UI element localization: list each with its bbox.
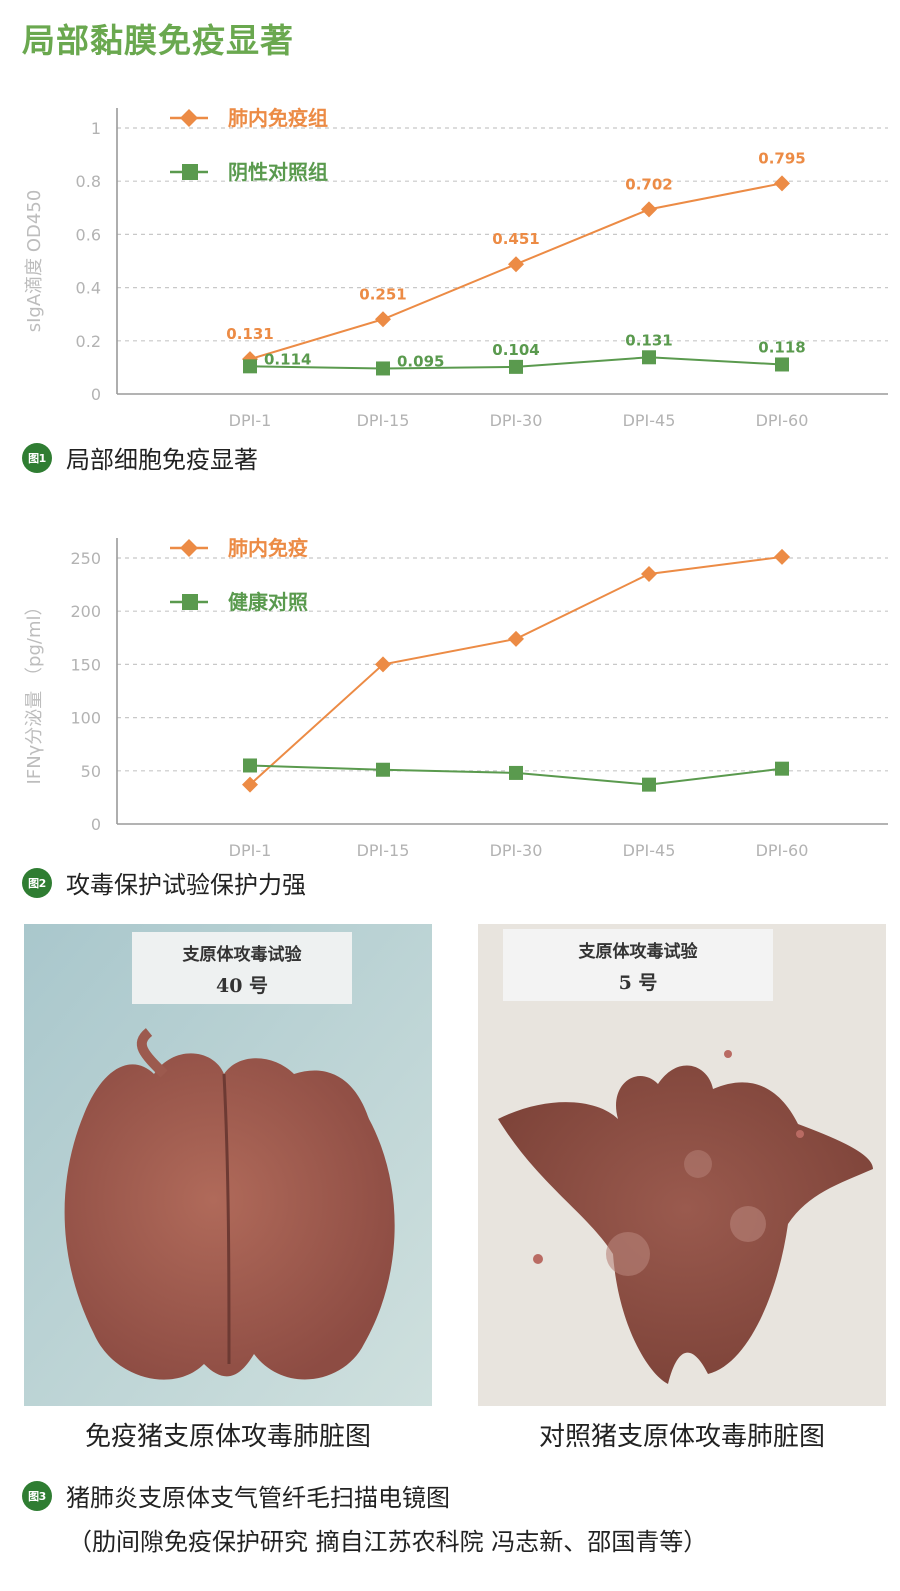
legend-label: 肺内免疫 [228,536,308,560]
figure2-caption-text: 攻毒保护试验保护力强 [66,871,306,899]
y-axis-label: sIgA滴度 OD450 [24,190,45,333]
data-point [509,359,523,374]
y-tick-label: 1 [91,119,101,138]
y-tick-label: 0.8 [76,172,101,191]
data-label: 0.131 [625,331,672,349]
chart-siga: 0 0.2 0.4 0.6 0.8 1 DPI-1 DPI-15 DPI-30 DPI-45 DPI… [24,106,888,430]
data-point [508,630,524,647]
figure1-caption: 图1 局部细胞免疫显著 [22,440,258,475]
legend-marker [180,109,198,127]
y-tick-label: 200 [70,602,101,621]
photo-caption-immunized: 免疫猪支原体攻毒肺脏图 [84,1422,371,1452]
figure-badge-1: 图1 [22,442,52,473]
card-title: 支原体攻毒试验 [182,945,302,965]
data-point [243,359,257,374]
data-point [641,565,657,582]
photo-caption-control: 对照猪支原体攻毒肺脏图 [538,1422,825,1452]
legend-label: 肺内免疫组 [228,106,328,130]
x-tick-label: DPI-1 [229,841,272,860]
y-tick-label: 50 [81,762,101,781]
data-label: 0.702 [625,175,672,193]
card-number: 5 号 [618,972,658,994]
card-number: 40 号 [215,975,269,997]
y-tick-label: 0.6 [76,225,101,244]
y-tick-label: 0.4 [76,279,101,298]
data-point [642,777,656,792]
card-title: 支原体攻毒试验 [578,942,698,962]
data-point [775,761,789,776]
data-point [774,548,790,565]
figure-badge-2: 图2 [22,867,52,898]
photo-immunized-lung: 支原体攻毒试验 40 号 [24,924,432,1406]
y-tick-label: 0 [91,815,101,834]
x-tick-label: DPI-45 [623,411,676,430]
figure1-caption-text: 局部细胞免疫显著 [66,446,258,474]
data-label: 0.104 [492,341,539,359]
y-tick-label: 150 [70,655,101,674]
legend-marker [182,594,198,610]
x-tick-label: DPI-30 [490,841,543,860]
data-point [375,311,391,328]
data-point [508,256,524,273]
legend-label: 健康对照 [228,590,308,614]
legend-marker [180,539,198,557]
x-tick-label: DPI-30 [490,411,543,430]
data-point [642,350,656,365]
y-tick-label: 250 [70,549,101,568]
y-tick-label: 0.2 [76,332,101,351]
data-label: 0.131 [226,325,273,343]
data-label: 0.795 [758,149,805,167]
data-point [243,758,257,773]
figure2-caption: 图2 攻毒保护试验保护力强 [22,865,306,900]
chart-ifng: 0 50 100 150 200 250 DPI-1 DPI-15 DPI-30 DPI-45 DP… [24,536,888,860]
series-line [249,555,783,786]
page-title: 局部黏膜免疫显著 [22,21,294,60]
data-point [375,656,391,673]
y-tick-label: 100 [70,709,101,728]
legend-label: 阴性对照组 [228,160,328,184]
x-tick-label: DPI-1 [229,411,272,430]
x-tick-label: DPI-60 [756,411,809,430]
photo-control-lung: 支原体攻毒试验 5 号 [478,924,886,1406]
data-point [641,201,657,218]
data-point [376,361,390,376]
source-footnote: （肋间隙免疫保护研究 摘自江苏农科院 冯志新、邵国青等） [68,1528,708,1556]
data-label: 0.095 [397,352,444,370]
data-point [775,357,789,372]
x-tick-label: DPI-15 [357,411,410,430]
data-point [242,776,258,793]
data-label: 0.118 [758,338,805,356]
data-point [774,175,790,192]
x-tick-label: DPI-60 [756,841,809,860]
y-tick-label: 0 [91,385,101,404]
y-axis-label: IFNγ分泌量 （pg/ml） [24,598,45,785]
data-point [509,765,523,780]
x-tick-label: DPI-45 [623,841,676,860]
figure3-caption-text: 猪肺炎支原体支气管纤毛扫描电镜图 [66,1484,450,1512]
legend-marker [182,164,198,180]
data-label: 0.251 [359,285,406,303]
x-tick-label: DPI-15 [357,841,410,860]
figure3-caption: 图3 猪肺炎支原体支气管纤毛扫描电镜图 [22,1478,450,1513]
figure-badge-3: 图3 [22,1480,52,1511]
data-point [376,762,390,777]
data-label: 0.114 [264,350,311,368]
data-label: 0.451 [492,230,539,248]
